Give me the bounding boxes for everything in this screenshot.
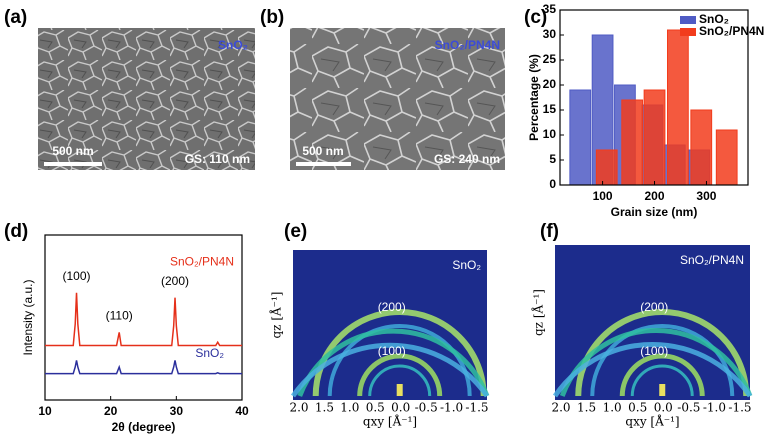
sem-image <box>290 28 505 170</box>
panel-label: (b) <box>260 7 284 28</box>
peak-label: (100) <box>640 344 668 358</box>
diffraction-ring <box>630 364 694 397</box>
diffraction-ring <box>327 324 472 397</box>
scale-bar-label: 500 nm <box>52 144 93 158</box>
x-tick-label: 100 <box>593 189 613 203</box>
giwaxs-label: SnO₂ <box>452 258 481 272</box>
scale-bar <box>44 162 102 166</box>
legend-label: SnO₂ <box>699 12 729 26</box>
x-tick-label: -0.5 <box>415 401 438 415</box>
y-axis-label: qz [Å⁻¹] <box>531 289 546 336</box>
x-axis-label: Grain size (nm) <box>611 205 698 219</box>
y-tick-label: 20 <box>543 77 557 91</box>
diffraction-ring <box>290 342 490 398</box>
sem-label: SnO₂/PN4N <box>435 38 500 52</box>
bar <box>643 89 666 186</box>
scale-bar-label: 500 nm <box>302 144 343 158</box>
peak-annotation: (100) <box>63 269 91 283</box>
y-tick-label: 25 <box>543 52 557 66</box>
diffraction-ring <box>590 324 735 397</box>
bar <box>569 89 592 186</box>
x-tick-label: 2.0 <box>551 401 570 415</box>
line-series <box>45 360 242 375</box>
diffraction-ring <box>552 341 753 398</box>
line-series <box>45 292 242 347</box>
panel-label: (f) <box>540 221 559 242</box>
series-label: SnO₂ <box>195 346 224 360</box>
y-tick-label: 5 <box>549 152 556 166</box>
x-tick-label: 0.0 <box>654 401 673 415</box>
x-tick-label: 0.5 <box>366 401 385 415</box>
scale-bar <box>296 162 351 166</box>
x-tick-label: 0.0 <box>391 401 410 415</box>
bar <box>715 129 738 186</box>
grain-size: GS: 110 nm <box>185 152 250 166</box>
diffraction-ring <box>297 328 490 397</box>
legend-label: SnO₂/PN4N <box>699 24 764 38</box>
x-tick-label: 300 <box>696 189 716 203</box>
legend-swatch <box>680 16 696 24</box>
peak-label: (200) <box>640 300 668 314</box>
y-axis-label: Intensity (a.u.) <box>21 279 35 355</box>
panel-label: (a) <box>4 7 27 28</box>
x-axis-label: 2θ (degree) <box>112 420 176 434</box>
x-tick-label: -1.0 <box>703 401 726 415</box>
diffraction-ring <box>559 327 753 397</box>
panel-label: (c) <box>524 7 547 28</box>
series-label: SnO₂/PN4N <box>170 255 234 269</box>
giwaxs-label: SnO₂/PN4N <box>680 253 744 267</box>
x-tick-label: 200 <box>645 189 665 203</box>
peak-label: (100) <box>378 344 406 358</box>
sem-label: SnO₂ <box>218 38 248 52</box>
x-tick-label: 2.0 <box>289 401 308 415</box>
x-tick-label: 40 <box>235 404 249 418</box>
diffraction-ring <box>357 353 443 397</box>
x-tick-label: 1.0 <box>340 401 359 415</box>
x-tick-label: 1.5 <box>577 401 596 415</box>
peak-annotation: (200) <box>161 274 189 288</box>
peak-label: (200) <box>378 300 406 314</box>
x-tick-label: -1.0 <box>440 401 463 415</box>
diffraction-ring <box>368 364 432 397</box>
y-tick-label: 30 <box>543 27 557 41</box>
bar <box>690 109 713 186</box>
x-tick-label: 1.5 <box>315 401 334 415</box>
x-tick-label: 10 <box>38 404 52 418</box>
x-tick-label: 20 <box>104 404 118 418</box>
panel-label: (d) <box>4 221 28 242</box>
y-axis-label: qz [Å⁻¹] <box>269 292 284 339</box>
y-tick-label: 0 <box>549 177 556 191</box>
panel-label: (e) <box>284 221 307 242</box>
bar <box>595 149 618 186</box>
bar <box>667 29 689 186</box>
x-tick-label: -1.5 <box>465 401 488 415</box>
plot-frame <box>44 234 243 401</box>
x-axis-label: qxy [Å⁻¹] <box>625 414 679 429</box>
x-axis-label: qxy [Å⁻¹] <box>363 414 417 429</box>
x-tick-label: 1.0 <box>603 401 622 415</box>
x-tick-label: -0.5 <box>677 401 700 415</box>
peak-annotation: (110) <box>106 309 133 323</box>
bar <box>621 99 644 186</box>
x-tick-label: 30 <box>170 404 184 418</box>
beamstop <box>396 384 403 396</box>
y-tick-label: 35 <box>543 2 557 16</box>
y-tick-label: 10 <box>543 127 557 141</box>
sem-image <box>38 28 255 170</box>
legend-swatch <box>680 28 696 36</box>
x-tick-label: -1.5 <box>728 401 751 415</box>
beamstop <box>659 384 666 396</box>
y-axis-label: Percentage (%) <box>527 54 541 141</box>
grain-size: GS: 240 nm <box>434 152 500 166</box>
diffraction-ring <box>619 353 705 397</box>
plot-frame <box>559 9 749 186</box>
y-tick-label: 15 <box>543 102 557 116</box>
x-tick-label: 0.5 <box>628 401 647 415</box>
giwaxs-image <box>555 245 750 400</box>
